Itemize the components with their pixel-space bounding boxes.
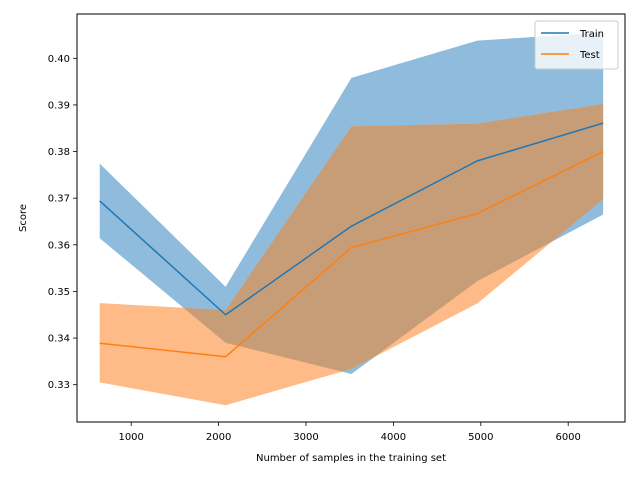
plot-area	[99, 32, 604, 406]
y-tick-label: 0.37	[48, 194, 70, 205]
x-tick-label: 6000	[555, 432, 580, 443]
y-tick-label: 0.36	[48, 240, 70, 251]
y-tick-label: 0.38	[48, 147, 70, 158]
x-tick-label: 2000	[206, 432, 231, 443]
lines-layer	[99, 122, 604, 358]
y-tick-label: 0.34	[48, 334, 70, 345]
y-tick-label: 0.39	[48, 100, 70, 111]
x-tick-label: 3000	[293, 432, 318, 443]
band-overlap	[99, 103, 604, 374]
x-axis: 1000 2000 3000 4000 5000 6000	[118, 422, 581, 443]
test-line	[99, 150, 604, 358]
plot-frame	[76, 13, 626, 423]
legend-label-train: Train	[579, 29, 604, 40]
y-axis: 0.33 0.34 0.35 0.36 0.37 0.38 0.39 0.40	[48, 54, 77, 391]
x-tick-label: 5000	[468, 432, 493, 443]
legend-label-test: Test	[579, 50, 600, 61]
legend: Train Test	[534, 20, 619, 70]
legend-box	[534, 20, 619, 70]
y-tick-label: 0.33	[48, 380, 70, 391]
x-tick-label: 1000	[118, 432, 143, 443]
y-tick-label: 0.40	[48, 54, 70, 65]
train-line	[99, 122, 604, 316]
x-tick-label: 4000	[381, 432, 406, 443]
bands-layer	[99, 32, 604, 406]
y-axis-label: Score	[18, 204, 29, 232]
x-axis-label: Number of samples in the training set	[256, 453, 446, 464]
y-tick-label: 0.35	[48, 287, 70, 298]
